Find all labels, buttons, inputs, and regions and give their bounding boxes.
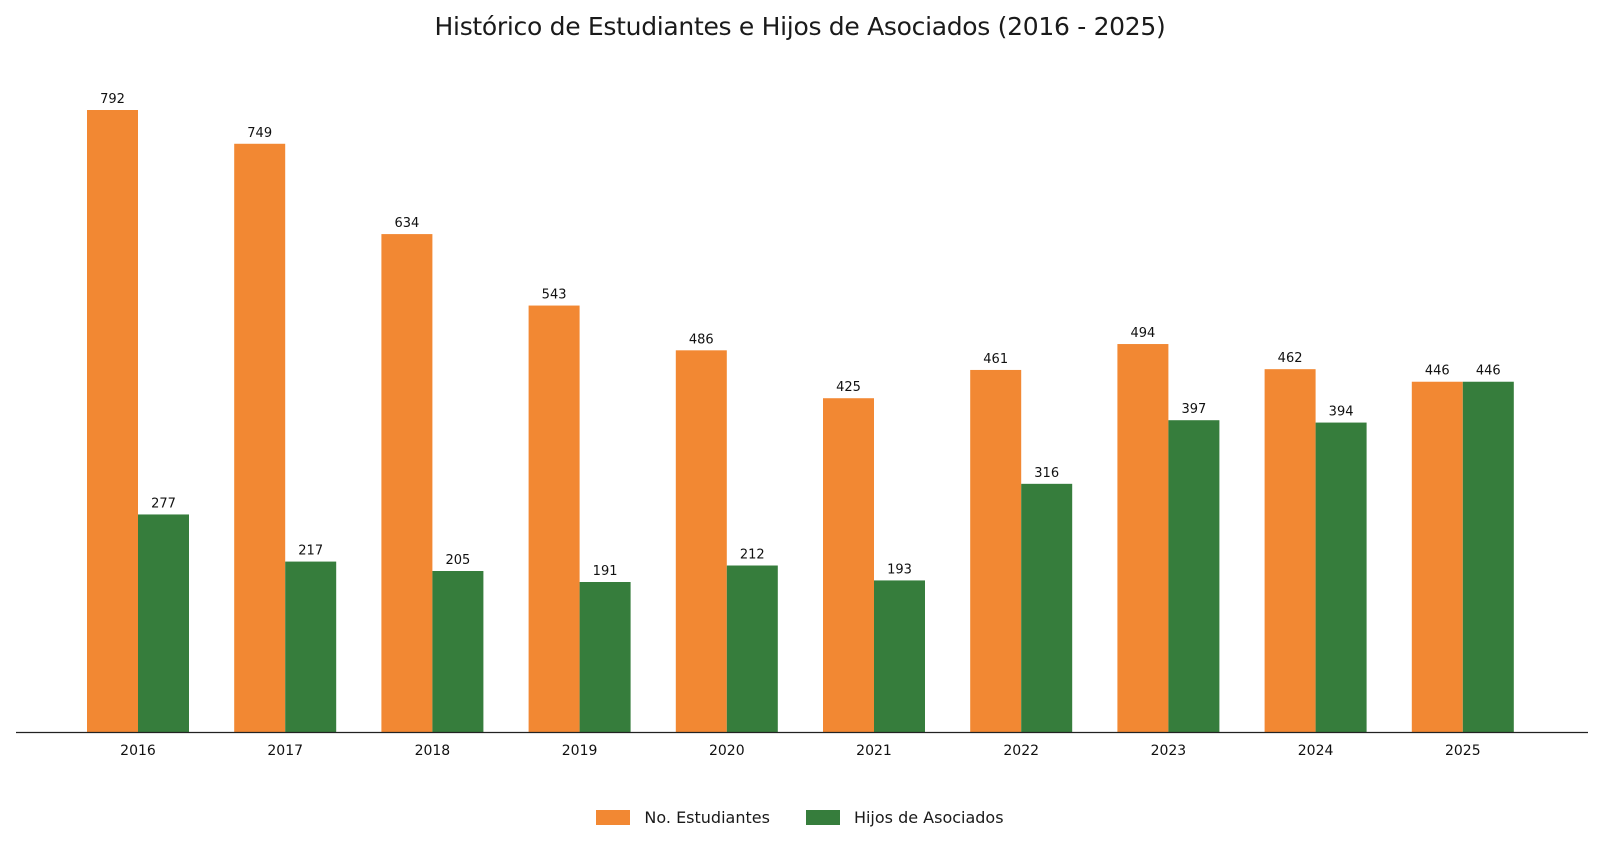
x-tick-label-2016: 2016 [120, 743, 156, 759]
x-tick-label-2019: 2019 [562, 743, 598, 759]
bar-estudiantes-2025 [1411, 381, 1463, 732]
bar-hijos-2017 [285, 561, 337, 732]
legend-swatch-estudiantes [596, 810, 631, 825]
data-label-hijos-2022: 316 [1034, 466, 1059, 481]
data-label-estudiantes-2016: 792 [100, 92, 125, 107]
bar-estudiantes-2021 [823, 398, 874, 732]
data-label-hijos-2016: 277 [151, 496, 176, 511]
legend-label-hijos: Hijos de Asociados [853, 808, 1004, 827]
legend-item-estudiantes: No. Estudiantes [596, 808, 770, 827]
chart-legend: No. Estudiantes Hijos de Asociados [0, 808, 1600, 827]
bar-hijos-2021 [874, 580, 925, 732]
data-label-estudiantes-2021: 425 [836, 380, 861, 395]
bar-hijos-2023 [1168, 420, 1220, 732]
x-tick-label-2025: 2025 [1445, 743, 1481, 759]
bar-estudiantes-2018 [381, 234, 433, 732]
bar-hijos-2025 [1462, 381, 1514, 732]
data-label-hijos-2021: 193 [887, 562, 912, 577]
x-tick-label-2023: 2023 [1151, 743, 1187, 759]
bar-hijos-2019 [579, 582, 631, 732]
bar-hijos-2022 [1021, 483, 1073, 732]
bar-hijos-2020 [726, 565, 778, 732]
x-tick-label-2017: 2017 [267, 743, 303, 759]
data-label-hijos-2019: 191 [593, 564, 618, 579]
data-label-hijos-2020: 212 [740, 548, 765, 563]
bar-estudiantes-2017 [234, 143, 286, 732]
bar-hijos-2018 [432, 571, 484, 732]
bar-hijos-2016 [138, 514, 189, 732]
data-label-hijos-2017: 217 [298, 544, 323, 559]
bar-estudiantes-2022 [970, 369, 1022, 732]
data-label-estudiantes-2025: 446 [1425, 364, 1450, 379]
bar-estudiantes-2019 [528, 305, 580, 732]
bar-estudiantes-2023 [1117, 344, 1169, 732]
data-label-estudiantes-2023: 494 [1130, 326, 1155, 341]
x-tick-label-2021: 2021 [856, 743, 892, 759]
data-label-estudiantes-2020: 486 [689, 332, 714, 347]
data-label-hijos-2024: 394 [1329, 405, 1354, 420]
bar-estudiantes-2016 [87, 110, 138, 732]
data-label-estudiantes-2022: 461 [983, 352, 1008, 367]
data-label-hijos-2023: 397 [1181, 402, 1206, 417]
legend-swatch-hijos [805, 810, 840, 825]
legend-label-estudiantes: No. Estudiantes [644, 808, 770, 827]
bar-hijos-2024 [1315, 422, 1367, 732]
bar-estudiantes-2024 [1264, 369, 1316, 732]
data-label-hijos-2025: 446 [1476, 364, 1501, 379]
data-label-estudiantes-2017: 749 [247, 126, 272, 141]
bar-estudiantes-2020 [675, 350, 727, 732]
x-tick-label-2020: 2020 [709, 743, 745, 759]
data-label-hijos-2018: 205 [445, 553, 470, 568]
chart-title: Histórico de Estudiantes e Hijos de Asoc… [434, 12, 1166, 41]
x-tick-label-2018: 2018 [415, 743, 451, 759]
x-tick-label-2024: 2024 [1298, 743, 1334, 759]
x-tick-label-2022: 2022 [1003, 743, 1039, 759]
data-label-estudiantes-2019: 543 [542, 288, 567, 303]
data-label-estudiantes-2018: 634 [394, 216, 419, 231]
data-label-estudiantes-2024: 462 [1278, 351, 1303, 366]
legend-item-hijos: Hijos de Asociados [805, 808, 1004, 827]
